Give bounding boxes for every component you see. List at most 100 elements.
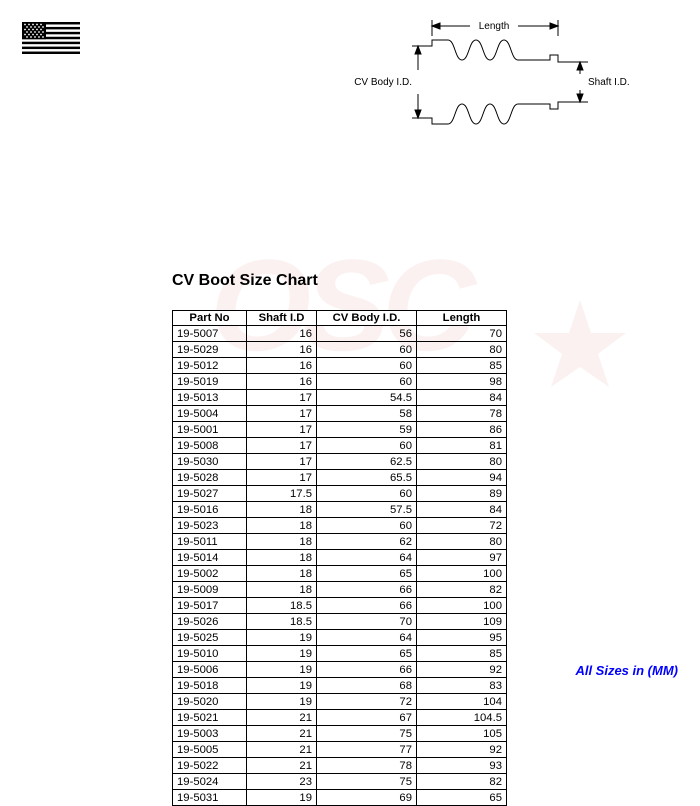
cell-partno: 19-5002 [173, 566, 247, 582]
cell-partno: 19-5024 [173, 774, 247, 790]
cell-length: 98 [417, 374, 507, 390]
cell-shaft: 18 [247, 550, 317, 566]
cell-shaft: 21 [247, 726, 317, 742]
cell-body: 64 [317, 630, 417, 646]
cell-length: 86 [417, 422, 507, 438]
cell-partno: 19-5020 [173, 694, 247, 710]
cell-length: 70 [417, 326, 507, 342]
cell-shaft: 18 [247, 566, 317, 582]
cell-body: 68 [317, 678, 417, 694]
table-row: 19-5031196965 [173, 790, 507, 806]
cell-body: 72 [317, 694, 417, 710]
cell-length: 82 [417, 774, 507, 790]
cell-shaft: 17.5 [247, 486, 317, 502]
cell-length: 89 [417, 486, 507, 502]
cell-shaft: 17 [247, 390, 317, 406]
cell-shaft: 19 [247, 662, 317, 678]
cell-length: 82 [417, 582, 507, 598]
cell-partno: 19-5011 [173, 534, 247, 550]
col-length: Length [417, 311, 507, 326]
table-row: 19-502618.570109 [173, 614, 507, 630]
cell-partno: 19-5010 [173, 646, 247, 662]
cell-length: 92 [417, 662, 507, 678]
table-row: 19-5024237582 [173, 774, 507, 790]
diagram-length-label: Length [479, 21, 510, 32]
table-row: 19-50281765.594 [173, 470, 507, 486]
cell-length: 80 [417, 342, 507, 358]
table-row: 19-501718.566100 [173, 598, 507, 614]
cell-partno: 19-5025 [173, 630, 247, 646]
cell-body: 75 [317, 774, 417, 790]
table-row: 19-50201972104 [173, 694, 507, 710]
cell-length: 100 [417, 566, 507, 582]
cell-partno: 19-5021 [173, 710, 247, 726]
cell-partno: 19-5028 [173, 470, 247, 486]
cell-body: 66 [317, 598, 417, 614]
cell-body: 69 [317, 790, 417, 806]
cell-body: 65.5 [317, 470, 417, 486]
cell-length: 104.5 [417, 710, 507, 726]
cv-boot-diagram: Length CV Body I.D. Shaft I.D. [340, 12, 640, 147]
cell-shaft: 16 [247, 326, 317, 342]
table-row: 19-5007165670 [173, 326, 507, 342]
cell-partno: 19-5005 [173, 742, 247, 758]
cell-shaft: 19 [247, 630, 317, 646]
cell-shaft: 17 [247, 422, 317, 438]
cell-shaft: 19 [247, 646, 317, 662]
cell-shaft: 18 [247, 534, 317, 550]
cell-shaft: 18 [247, 502, 317, 518]
cell-length: 92 [417, 742, 507, 758]
cell-body: 78 [317, 758, 417, 774]
cell-body: 62 [317, 534, 417, 550]
cell-body: 60 [317, 486, 417, 502]
cell-partno: 19-5008 [173, 438, 247, 454]
table-row: 19-5018196883 [173, 678, 507, 694]
table-row: 19-5001175986 [173, 422, 507, 438]
cell-length: 80 [417, 534, 507, 550]
cell-length: 83 [417, 678, 507, 694]
cell-body: 59 [317, 422, 417, 438]
table-row: 19-5004175878 [173, 406, 507, 422]
cell-body: 65 [317, 646, 417, 662]
cell-length: 105 [417, 726, 507, 742]
cell-body: 60 [317, 438, 417, 454]
cell-partno: 19-5007 [173, 326, 247, 342]
cell-shaft: 19 [247, 678, 317, 694]
cell-partno: 19-5016 [173, 502, 247, 518]
col-shaft: Shaft I.D [247, 311, 317, 326]
table-row: 19-5009186682 [173, 582, 507, 598]
cell-partno: 19-5003 [173, 726, 247, 742]
cell-body: 66 [317, 662, 417, 678]
cell-length: 65 [417, 790, 507, 806]
table-row: 19-5010196585 [173, 646, 507, 662]
cell-partno: 19-5013 [173, 390, 247, 406]
cell-length: 104 [417, 694, 507, 710]
cell-shaft: 18 [247, 582, 317, 598]
table-row: 19-5014186497 [173, 550, 507, 566]
cell-length: 85 [417, 646, 507, 662]
size-table: Part No Shaft I.D CV Body I.D. Length 19… [172, 310, 700, 806]
cell-partno: 19-5006 [173, 662, 247, 678]
table-row: 19-5029166080 [173, 342, 507, 358]
table-row: 19-50212167104.5 [173, 710, 507, 726]
cell-body: 58 [317, 406, 417, 422]
cell-partno: 19-5029 [173, 342, 247, 358]
cell-partno: 19-5017 [173, 598, 247, 614]
table-row: 19-50032175105 [173, 726, 507, 742]
cell-length: 85 [417, 358, 507, 374]
cell-length: 94 [417, 470, 507, 486]
cell-partno: 19-5027 [173, 486, 247, 502]
table-row: 19-5025196495 [173, 630, 507, 646]
table-row: 19-5019166098 [173, 374, 507, 390]
table-header-row: Part No Shaft I.D CV Body I.D. Length [173, 311, 507, 326]
cell-partno: 19-5009 [173, 582, 247, 598]
cell-partno: 19-5014 [173, 550, 247, 566]
table-row: 19-5005217792 [173, 742, 507, 758]
cell-shaft: 17 [247, 470, 317, 486]
cell-body: 64 [317, 550, 417, 566]
cell-body: 67 [317, 710, 417, 726]
cell-body: 60 [317, 518, 417, 534]
cell-length: 97 [417, 550, 507, 566]
col-partno: Part No [173, 311, 247, 326]
cell-length: 100 [417, 598, 507, 614]
